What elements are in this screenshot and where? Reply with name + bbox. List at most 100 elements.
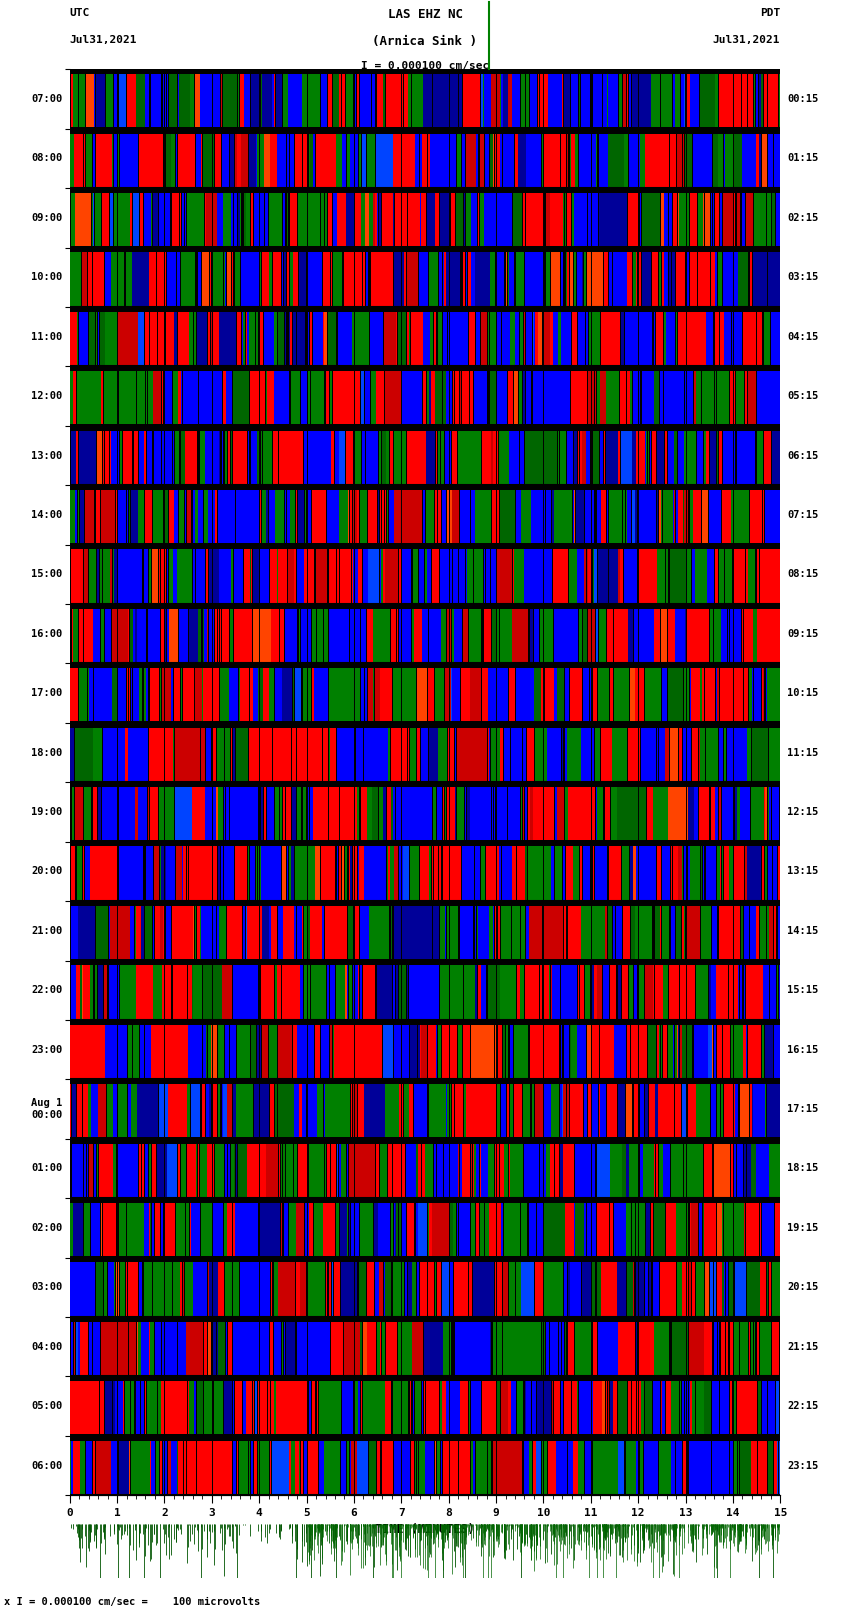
Bar (416, 1263, 419, 1316)
Bar (633, 1084, 639, 1137)
Bar (548, 1440, 554, 1494)
Bar (164, 371, 173, 424)
Bar (409, 311, 410, 365)
Bar (523, 787, 524, 840)
Bar (677, 1263, 682, 1316)
Bar (688, 1263, 691, 1316)
Bar (190, 74, 193, 127)
Bar (654, 1203, 665, 1257)
Bar (221, 74, 223, 127)
Bar (726, 1321, 728, 1374)
Bar (451, 194, 456, 247)
Bar (582, 431, 586, 484)
Bar (339, 1144, 341, 1197)
Bar (423, 490, 425, 544)
Bar (447, 907, 458, 960)
Bar (712, 1440, 720, 1494)
Bar (215, 1144, 224, 1197)
Bar (762, 847, 764, 900)
Bar (253, 194, 264, 247)
Bar (296, 490, 297, 544)
Bar (768, 847, 772, 900)
Bar (675, 1024, 677, 1077)
Bar (438, 431, 440, 484)
Bar (719, 74, 720, 127)
Bar (120, 1263, 125, 1316)
Bar (621, 311, 625, 365)
Bar (262, 490, 265, 544)
Bar (445, 787, 446, 840)
Bar (128, 1084, 131, 1137)
Bar (114, 1263, 116, 1316)
Bar (668, 608, 675, 661)
Bar (423, 74, 432, 127)
Bar (128, 1024, 132, 1077)
Bar (276, 1381, 281, 1434)
Bar (224, 194, 231, 247)
Bar (604, 787, 610, 840)
Bar (538, 311, 541, 365)
Bar (115, 727, 125, 781)
Bar (314, 1024, 320, 1077)
Bar (416, 1440, 418, 1494)
Bar (425, 1440, 434, 1494)
Bar (149, 1144, 151, 1197)
Bar (555, 1144, 559, 1197)
Bar (248, 847, 249, 900)
Bar (528, 847, 551, 900)
Bar (194, 311, 195, 365)
Bar (270, 1440, 271, 1494)
Bar (230, 787, 240, 840)
Text: 13:00: 13:00 (31, 450, 63, 461)
Bar (287, 847, 288, 900)
Bar (525, 252, 527, 305)
Bar (600, 431, 604, 484)
Bar (101, 1203, 103, 1257)
Bar (777, 965, 779, 1018)
Bar (196, 1440, 232, 1494)
Bar (89, 550, 96, 603)
Bar (649, 1263, 651, 1316)
Bar (500, 608, 512, 661)
Text: 07:00: 07:00 (31, 94, 63, 105)
Bar (534, 668, 541, 721)
Bar (71, 907, 77, 960)
Bar (453, 1203, 456, 1257)
Bar (88, 1084, 91, 1137)
Bar (715, 311, 719, 365)
Bar (209, 1084, 212, 1137)
Bar (593, 1321, 598, 1374)
Bar (636, 1203, 645, 1257)
Bar (540, 1144, 543, 1197)
Bar (246, 1144, 265, 1197)
Text: 21:15: 21:15 (787, 1342, 819, 1352)
Bar (626, 1203, 631, 1257)
Bar (457, 787, 463, 840)
Bar (363, 1321, 366, 1374)
Bar (331, 431, 334, 484)
Bar (258, 668, 263, 721)
Bar (326, 490, 339, 544)
Bar (178, 371, 181, 424)
Bar (124, 1203, 127, 1257)
Bar (513, 847, 516, 900)
Bar (73, 371, 76, 424)
Bar (218, 1321, 225, 1374)
Bar (126, 1263, 128, 1316)
Bar (473, 1440, 475, 1494)
Bar (104, 1263, 107, 1316)
Bar (626, 1440, 636, 1494)
Text: 17:15: 17:15 (787, 1103, 819, 1115)
Bar (387, 787, 391, 840)
Bar (135, 608, 137, 661)
Bar (422, 1024, 427, 1077)
Bar (440, 194, 450, 247)
Bar (265, 194, 268, 247)
Bar (490, 1203, 501, 1257)
Bar (98, 965, 103, 1018)
Bar (270, 1084, 275, 1137)
Bar (346, 431, 353, 484)
Bar (342, 74, 345, 127)
Bar (290, 252, 293, 305)
Bar (410, 727, 416, 781)
